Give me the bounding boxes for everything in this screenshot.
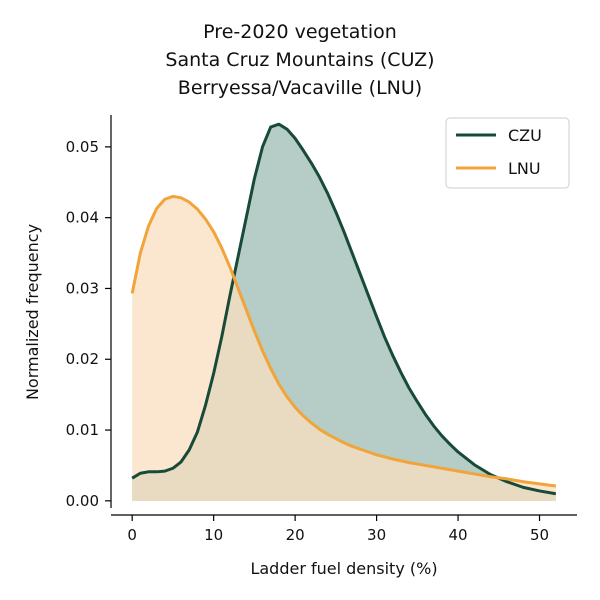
y-tick-label: 0.02: [66, 350, 99, 368]
chart-title-line-1: Pre-2020 vegetation: [203, 21, 397, 43]
x-axis-label: Ladder fuel density (%): [250, 559, 437, 578]
y-tick-label: 0.01: [66, 421, 99, 439]
x-tick-label: 30: [367, 526, 386, 544]
y-axis-label: Normalized frequency: [23, 224, 42, 400]
legend: CZU LNU: [445, 117, 570, 189]
chart-title-line-2: Santa Cruz Mountains (CUZ): [165, 49, 435, 71]
x-tick-label: 10: [204, 526, 223, 544]
x-tick-label: 0: [127, 526, 137, 544]
series-line-czu: [131, 122, 557, 496]
y-tick-label: 0.00: [66, 492, 99, 510]
series-lines: [130, 122, 557, 496]
x-tick-label: 40: [449, 526, 468, 544]
y-tick-label: 0.03: [66, 279, 99, 297]
legend-label-czu: CZU: [508, 126, 542, 145]
x-tick-label: 20: [286, 526, 305, 544]
y-tick-label: 0.04: [66, 209, 99, 227]
axis-ticks: 0 10 20 30 40 50 0.00 0.01 0.02 0.03 0.04 0.05: [66, 138, 549, 544]
area-fills: [132, 124, 556, 501]
y-tick-label: 0.05: [66, 138, 99, 156]
x-tick-label: 50: [530, 526, 549, 544]
axes: [110, 115, 577, 516]
series-line-lnu: [130, 194, 557, 488]
legend-label-lnu: LNU: [508, 159, 541, 178]
chart-title-line-3: Berryessa/Vacaville (LNU): [177, 77, 423, 99]
area-fill-lnu: [132, 196, 556, 501]
